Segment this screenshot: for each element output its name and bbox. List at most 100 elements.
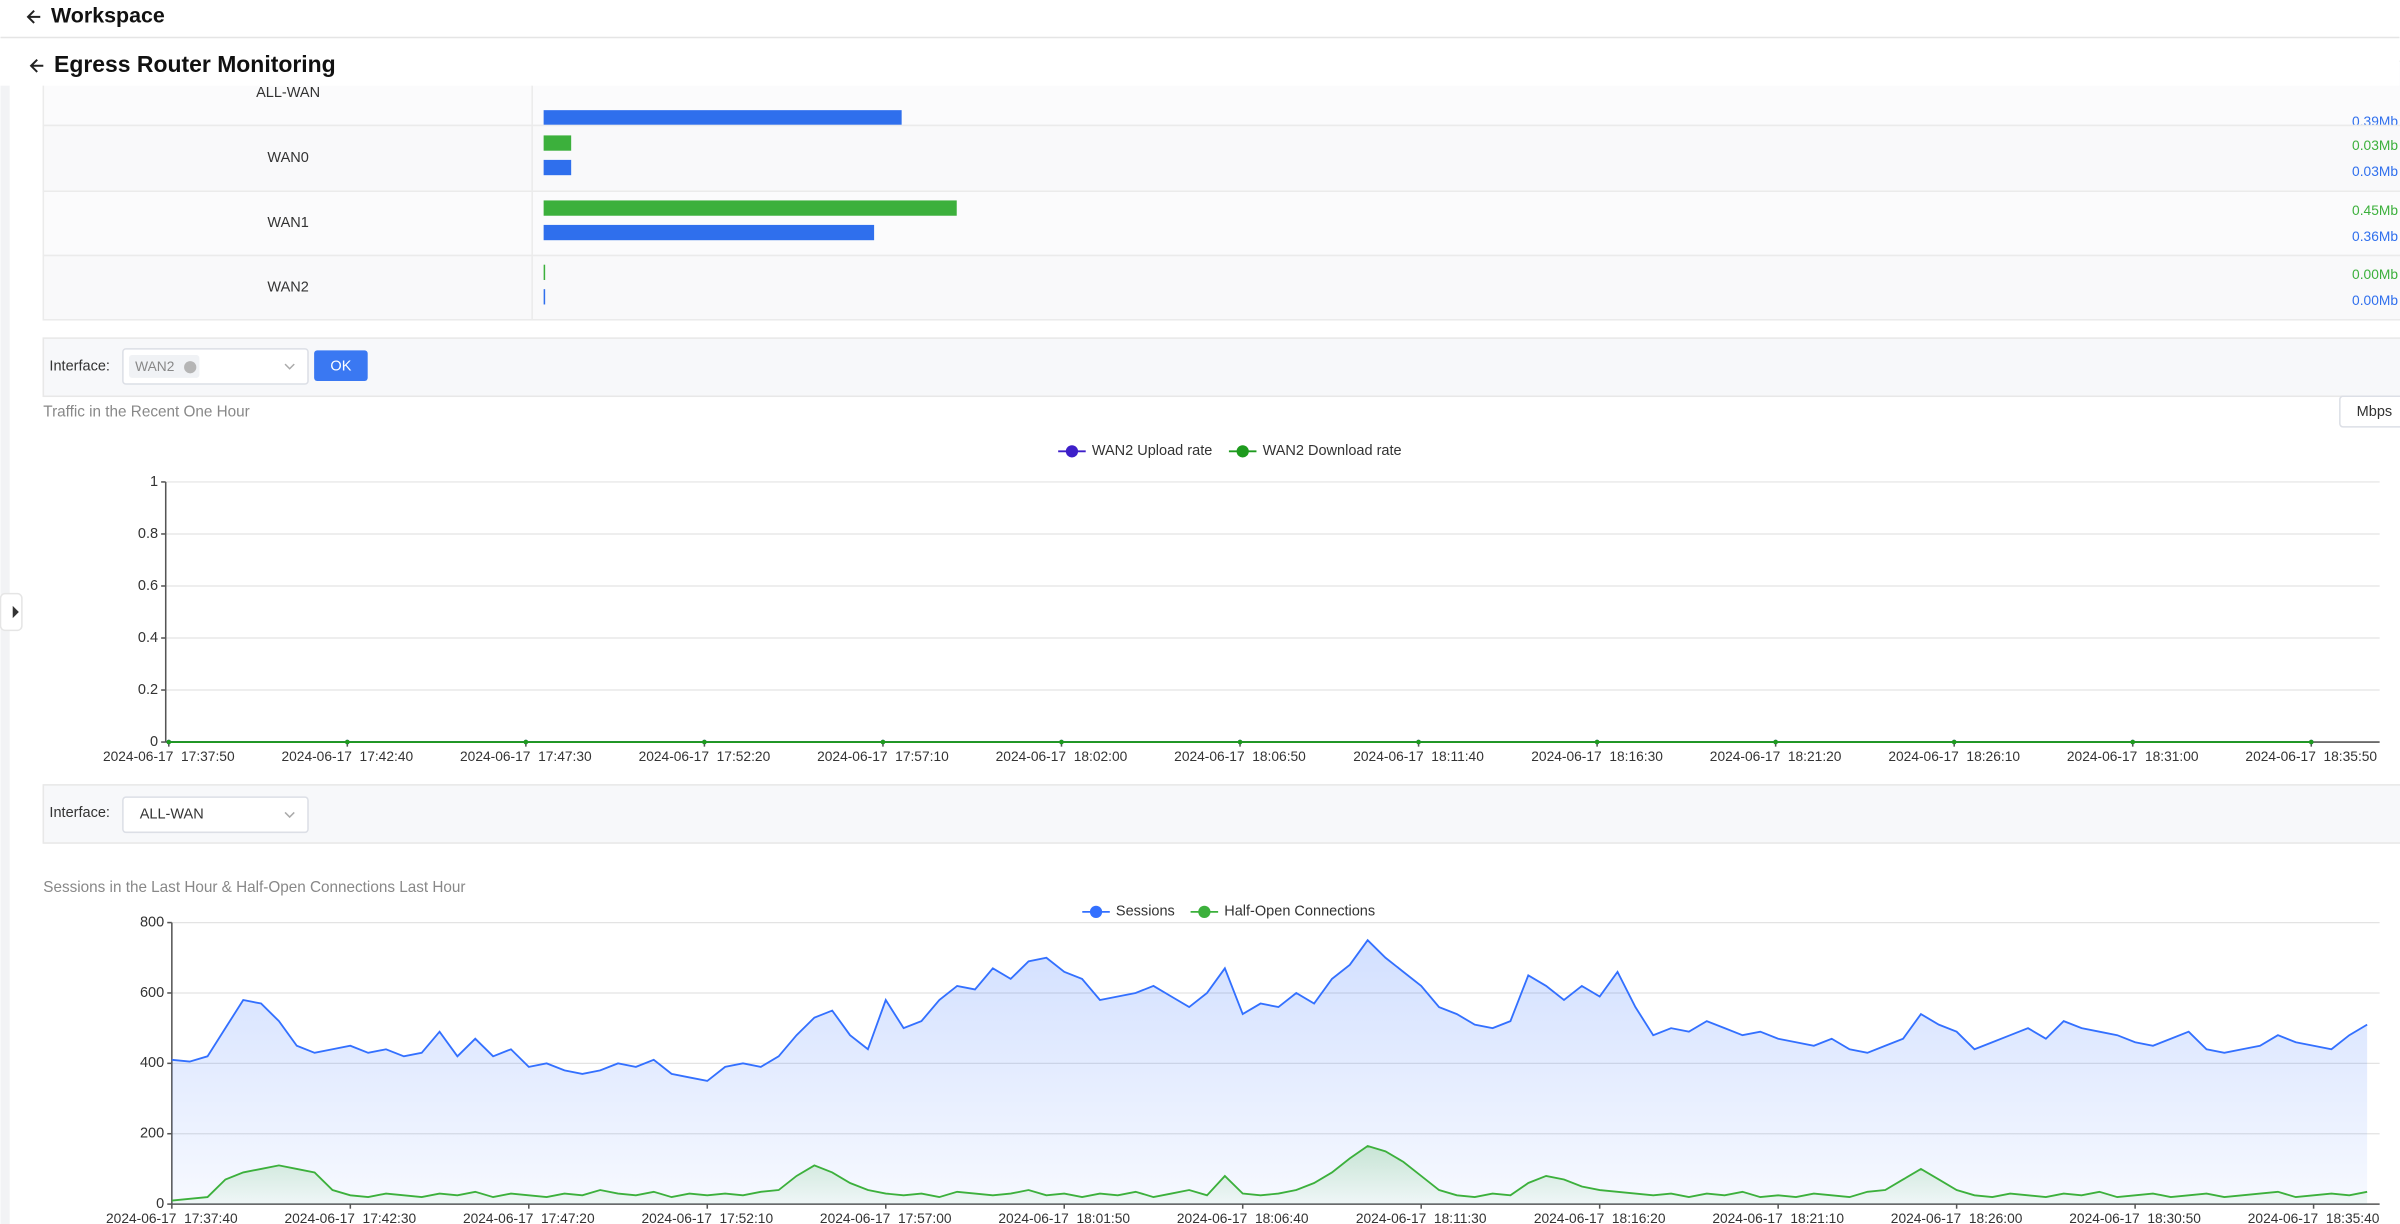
point <box>1059 739 1064 745</box>
unit-button-text: Mbps <box>2357 404 2393 420</box>
back-arrow[interactable] <box>29 58 44 73</box>
x-tick-label: 2024-06-17 18:02:00 <box>996 749 1128 764</box>
ok-button-text: OK <box>330 358 351 374</box>
workspace-title: Workspace <box>51 3 165 27</box>
point <box>1416 739 1421 745</box>
value-label: 0.00Mb <box>2352 267 2398 282</box>
back-arrow[interactable] <box>26 10 41 24</box>
y-tick-label: 0 <box>156 1196 164 1212</box>
bar <box>543 135 572 151</box>
point <box>523 739 529 745</box>
x-tick-label: 2024-06-17 18:06:40 <box>1177 1211 1309 1224</box>
point <box>1951 739 1957 745</box>
row-label: WAN1 <box>267 215 308 231</box>
x-tick-label: 2024-06-17 17:42:30 <box>284 1211 416 1224</box>
value-label: 0.03Mb <box>2352 138 2398 153</box>
legend-marker <box>1236 445 1249 458</box>
x-tick-label: 2024-06-17 18:31:00 <box>2067 749 2199 764</box>
x-tick-label: 2024-06-17 17:47:20 <box>463 1211 595 1224</box>
legend-label: Half-Open Connections <box>1224 904 1375 920</box>
y-tick-label: 600 <box>140 985 164 1001</box>
point <box>2308 739 2314 745</box>
x-tick-label: 2024-06-17 18:06:50 <box>1174 749 1306 764</box>
point <box>166 739 172 745</box>
filter-bar <box>42 784 2400 844</box>
x-tick-label: 2024-06-17 18:26:10 <box>1888 749 2020 764</box>
x-tick-label: 2024-06-17 17:52:20 <box>639 749 771 764</box>
ok-button[interactable] <box>314 350 368 381</box>
bar-table: ALL-WAN0.39MbWAN00.03Mb0.03MbWAN10.45Mb0… <box>42 60 2400 321</box>
bar <box>543 264 546 280</box>
filter-label: Interface: <box>49 805 110 821</box>
x-tick-label: 2024-06-17 18:01:50 <box>998 1211 1130 1224</box>
y-tick-label: 400 <box>140 1055 164 1071</box>
series-line <box>171 1145 2368 1202</box>
unit-button[interactable] <box>2339 395 2400 428</box>
x-tick-label: 2024-06-17 18:35:50 <box>2245 749 2377 764</box>
point <box>345 739 350 745</box>
y-tick-label: 800 <box>140 914 164 930</box>
x-tick-label: 2024-06-17 17:37:50 <box>103 749 235 764</box>
bar <box>543 159 572 176</box>
area <box>171 1146 2368 1205</box>
x-tick-label: 2024-06-17 18:21:10 <box>1712 1211 1844 1224</box>
chart-title: Traffic in the Recent One Hour <box>43 403 249 420</box>
toggle-arrow <box>12 605 19 619</box>
y-tick-label: 1 <box>150 474 158 490</box>
value-label: 0.45Mb <box>2352 203 2398 218</box>
x-tick-label: 2024-06-17 18:11:40 <box>1353 749 1484 764</box>
x-tick-label: 2024-06-17 17:47:30 <box>460 749 592 764</box>
x-tick-label: 2024-06-17 18:16:20 <box>1534 1211 1666 1224</box>
x-tick-label: 2024-06-17 17:52:10 <box>641 1211 773 1224</box>
chevron <box>284 363 295 370</box>
x-tick-label: 2024-06-17 17:37:40 <box>106 1211 238 1224</box>
point <box>1237 739 1243 745</box>
side-strip <box>0 84 10 1224</box>
y-tick-label: 0.6 <box>138 578 158 594</box>
table-row <box>42 124 2400 193</box>
interface-select[interactable] <box>122 796 309 834</box>
point <box>1773 739 1778 745</box>
bar <box>543 289 546 305</box>
tag-close[interactable] <box>184 361 197 374</box>
y-tick-label: 0 <box>150 734 158 750</box>
x-tick-label: 2024-06-17 18:21:20 <box>1710 749 1842 764</box>
select-value: ALL-WAN <box>140 807 204 823</box>
bar <box>543 200 957 216</box>
point <box>702 739 707 745</box>
value-label: 0.36Mb <box>2352 229 2398 244</box>
x-tick-label: 2024-06-17 18:16:30 <box>1531 749 1663 764</box>
y-tick-label: 200 <box>140 1126 164 1142</box>
filter-bar <box>42 337 2400 398</box>
y-tick-label: 0.8 <box>138 526 158 542</box>
legend-label: Sessions <box>1116 904 1175 920</box>
row-label: ALL-WAN <box>256 85 320 101</box>
chevron <box>284 811 295 819</box>
chart-title: Sessions in the Last Hour & Half-Open Co… <box>43 879 465 896</box>
tag-text: WAN2 <box>135 359 174 374</box>
legend-marker <box>1089 905 1103 918</box>
x-tick-label: 2024-06-17 17:42:40 <box>281 749 413 764</box>
x-tick-label: 2024-06-17 17:57:00 <box>820 1211 952 1224</box>
y-tick-label: 0.2 <box>138 682 158 698</box>
x-tick-label: 2024-06-17 17:57:10 <box>817 749 949 764</box>
x-tick-label: 2024-06-17 18:11:30 <box>1356 1211 1487 1224</box>
x-tick-label: 2024-06-17 18:26:00 <box>1891 1211 2023 1224</box>
bar <box>543 224 875 241</box>
legend-label: WAN2 Upload rate <box>1092 443 1212 459</box>
y-tick-label: 0.4 <box>138 630 158 646</box>
page-title: Egress Router Monitoring <box>54 51 336 77</box>
table-row <box>42 190 2400 257</box>
sidebar-toggle[interactable] <box>0 592 23 632</box>
value-label: 0.00Mb <box>2352 293 2398 308</box>
filter-label: Interface: <box>49 358 110 374</box>
legend-label: WAN2 Download rate <box>1263 443 1402 459</box>
x-tick-label: 2024-06-17 18:35:40 <box>2248 1211 2380 1224</box>
row-label: WAN2 <box>267 279 308 295</box>
series-line <box>171 938 2368 1082</box>
legend-marker <box>1065 445 1079 458</box>
header-bg <box>0 0 2400 86</box>
legend-marker <box>1198 905 1211 918</box>
